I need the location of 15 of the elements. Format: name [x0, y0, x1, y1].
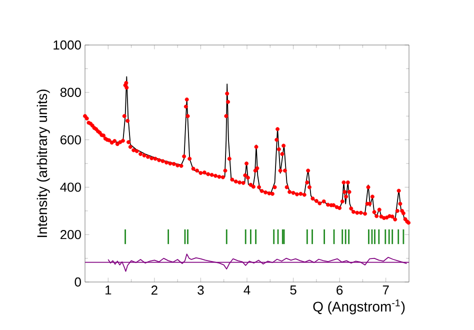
- x-tick-label: 6: [336, 286, 343, 295]
- y-axis-title: Intensity (arbitrary units): [36, 90, 50, 238]
- x-tick-label: 5: [290, 286, 296, 295]
- y-tick-label: 200: [60, 230, 81, 240]
- y-tick-label: 600: [60, 135, 81, 144]
- x-tick-label: 2: [151, 286, 158, 295]
- x-tick-label: 1: [106, 286, 112, 294]
- x-axis-title: Q (Angstrom$^{-1}$): [313, 300, 405, 314]
- y-tick-label: 800: [60, 88, 81, 97]
- y-tick-label: 1000: [54, 40, 81, 50]
- y-tick-label: 400: [60, 182, 81, 192]
- y-tick-label: 0: [74, 277, 81, 287]
- x-tick-label: 4: [244, 286, 250, 294]
- x-tick-label: 3: [198, 286, 204, 295]
- x-tick-label: 7: [382, 286, 389, 294]
